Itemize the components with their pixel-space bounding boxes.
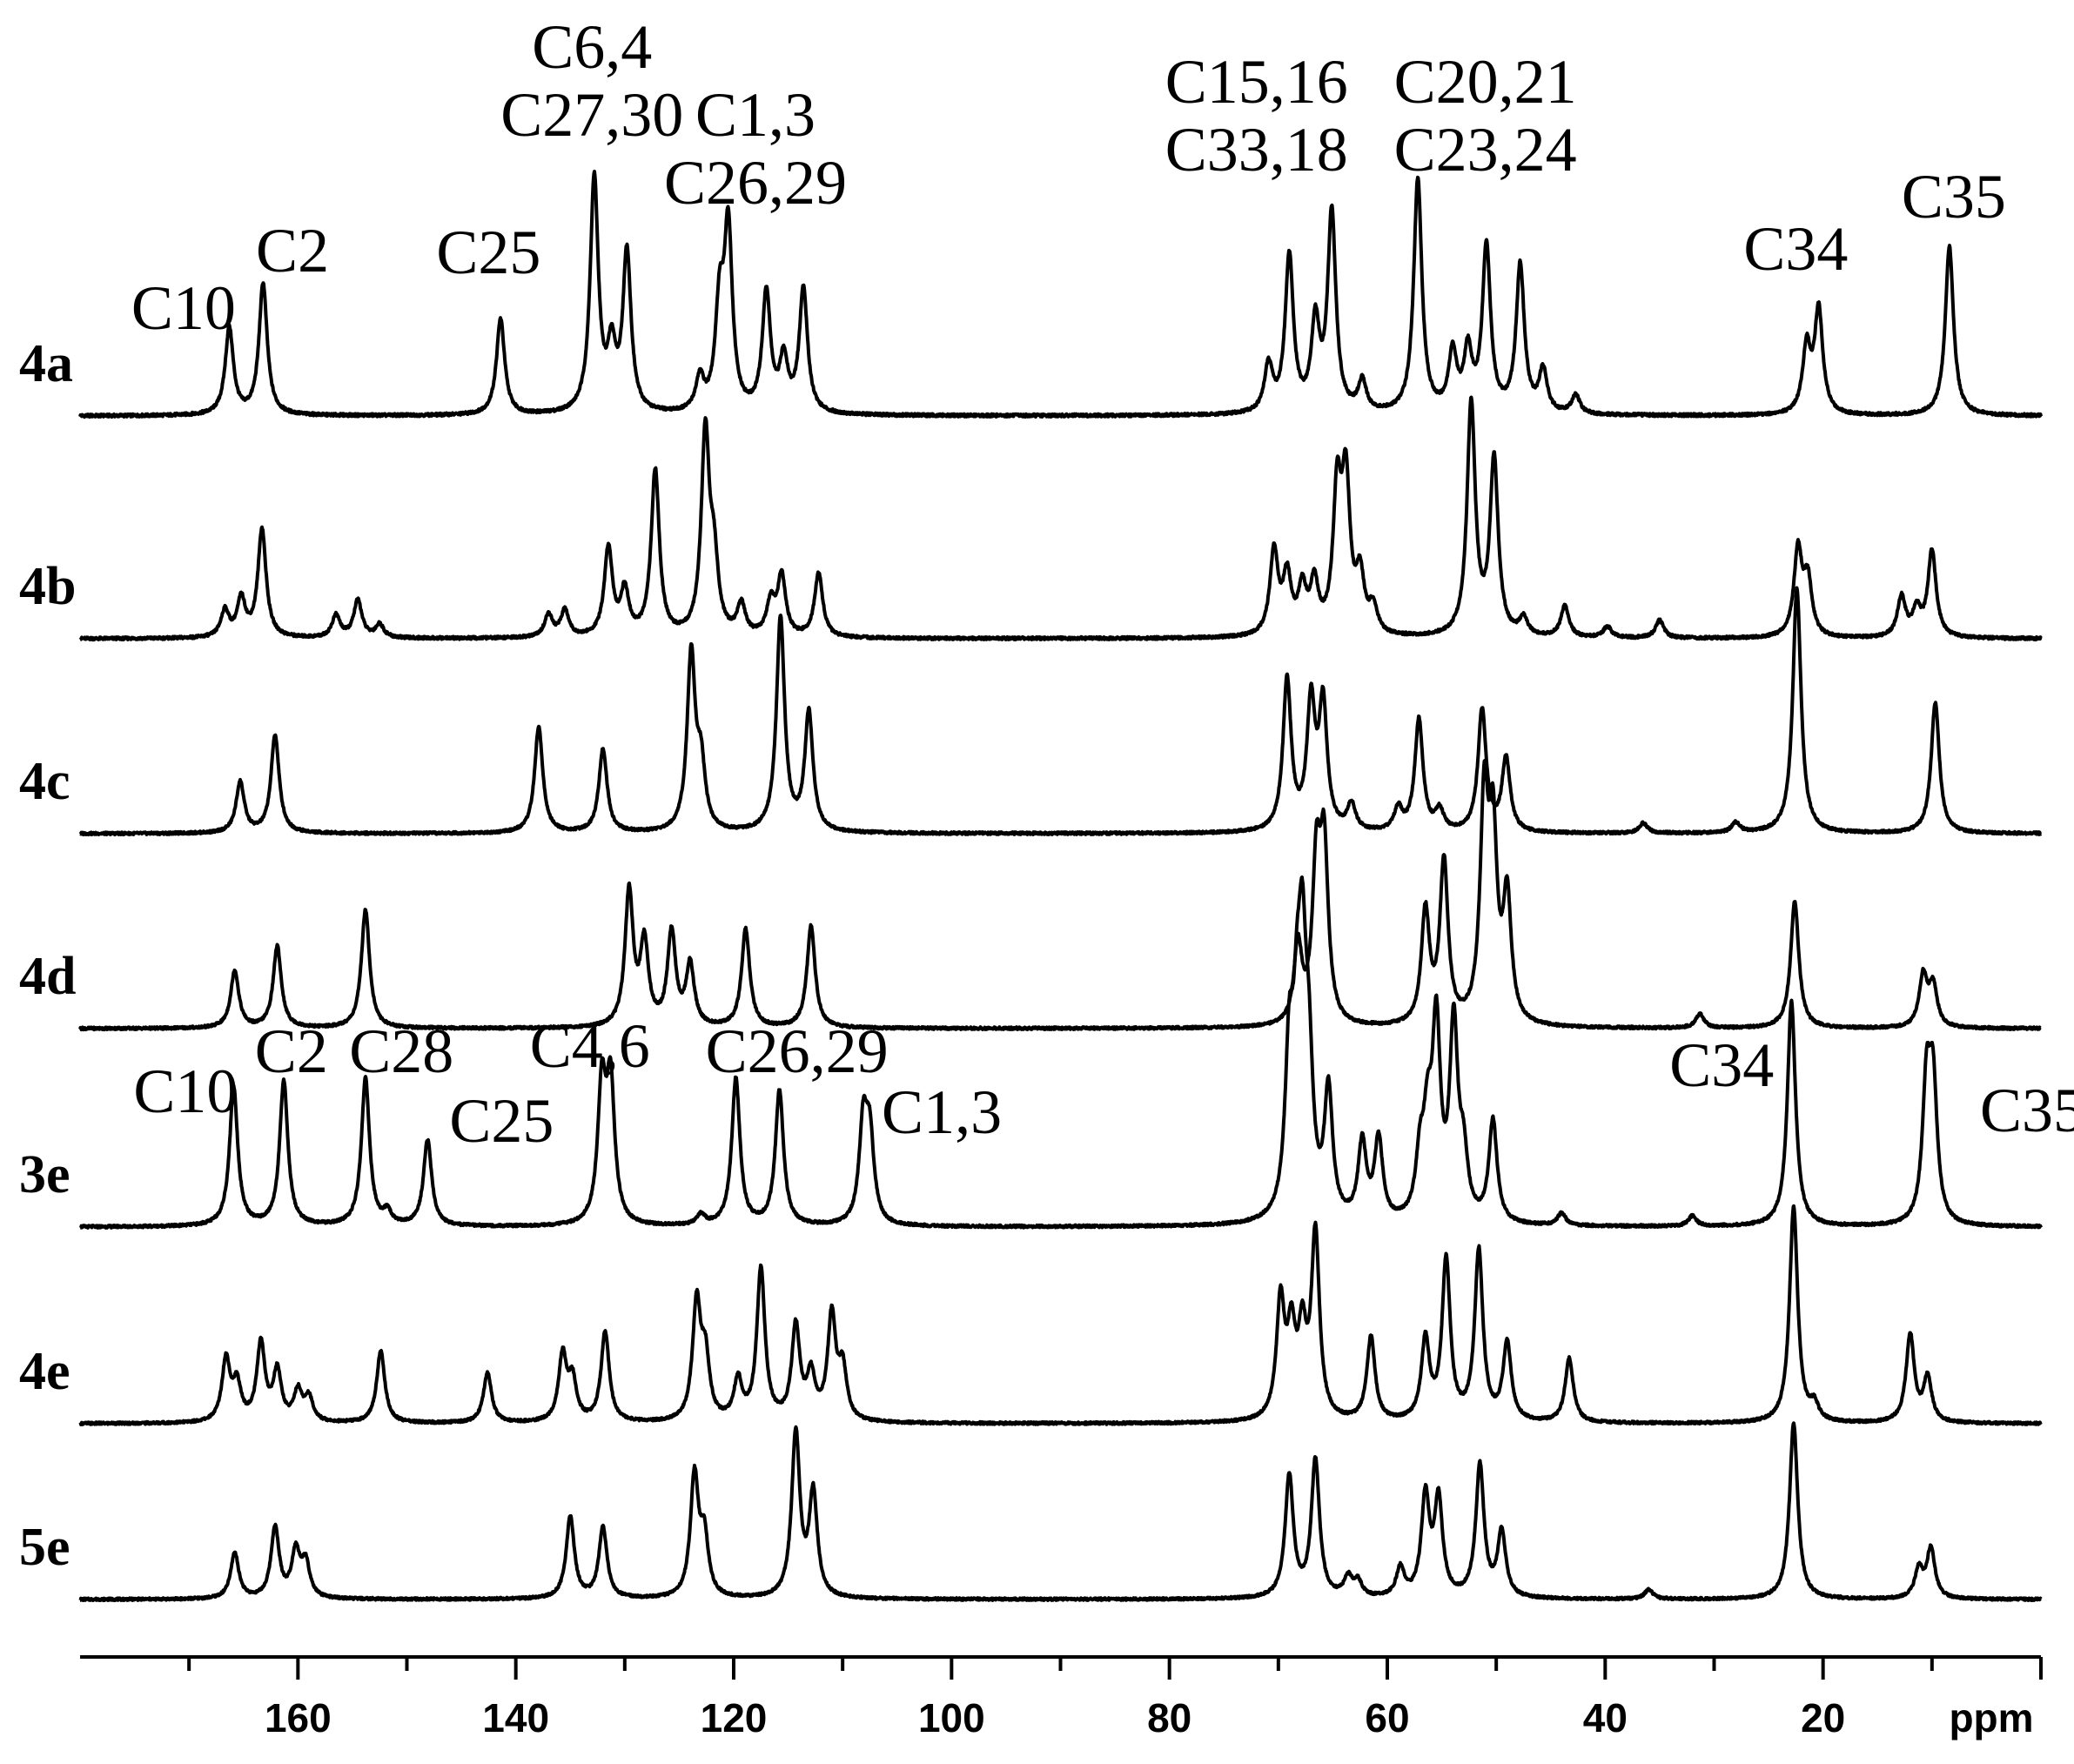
peak-label-line: C2 <box>256 216 329 285</box>
tick-label-120: 120 <box>701 1695 768 1741</box>
peak-label-line: C1,3 <box>695 80 816 150</box>
peak-label-line: C26,29 <box>664 148 847 218</box>
series-label-4b: 4b <box>19 557 76 616</box>
peak-label-3e-3: C25 <box>449 1086 554 1156</box>
peak-label-line: C28 <box>349 1016 453 1086</box>
peak-label-3e-0: C10 <box>133 1056 238 1126</box>
series-label-3e: 3e <box>19 1145 70 1204</box>
peak-label-line: C23,24 <box>1394 115 1577 184</box>
peak-label-4a-6: C20,21 C23,24 <box>1394 47 1577 184</box>
peak-label-line: C2 <box>255 1016 328 1086</box>
spectrum-traces <box>78 170 2043 1602</box>
series-label-4a: 4a <box>19 334 73 393</box>
peak-label-line: C25 <box>449 1086 554 1156</box>
spectrum-trace-3e <box>78 875 2043 1230</box>
peak-label-line: C25 <box>436 218 540 287</box>
x-axis-label: ppm <box>1949 1695 2033 1741</box>
peak-label-4a-7: C34 <box>1743 214 1848 284</box>
peak-label-line: C27,30 <box>500 80 683 150</box>
peak-label-3e-7: C34 <box>1669 1030 1774 1100</box>
peak-label-line: C34 <box>1669 1030 1774 1100</box>
peak-label-3e-6: C1,3 <box>882 1077 1002 1147</box>
peak-label-4a-1: C2 <box>256 216 329 285</box>
peak-label-line: C33,18 <box>1165 115 1348 184</box>
series-label-4c: 4c <box>19 752 70 811</box>
peak-label-line: C35 <box>1980 1076 2074 1145</box>
peak-label-4a-0: C10 <box>131 273 236 343</box>
tick-label-160: 160 <box>265 1695 332 1741</box>
tick-label-100: 100 <box>918 1695 985 1741</box>
peak-label-line: C4,6 <box>530 1011 650 1081</box>
peak-label-4a-8: C35 <box>1902 162 2006 231</box>
spectrum-trace-4d <box>78 759 2043 1032</box>
peak-label-line: C15,16 <box>1165 47 1348 117</box>
series-labels: 4a 4b 4c 4d 3e 4e 5e <box>19 334 76 1577</box>
spectrum-trace-4c <box>78 586 2043 837</box>
peak-label-line: C1,3 <box>882 1077 1002 1147</box>
peak-label-4a-5: C15,16 C33,18 <box>1165 47 1348 184</box>
peak-label-line: C10 <box>133 1056 238 1126</box>
peak-label-line: C35 <box>1902 162 2006 231</box>
series-label-4e: 4e <box>19 1342 70 1401</box>
peak-label-4a-2: C25 <box>436 218 540 287</box>
series-label-5e: 5e <box>19 1518 70 1577</box>
peak-label-4a-3: C6,4 C27,30 <box>500 12 683 150</box>
peak-label-line: C6,4 <box>532 12 652 82</box>
peak-label-3e-2: C28 <box>349 1016 453 1086</box>
peak-label-line: C10 <box>131 273 236 343</box>
tick-label-20: 20 <box>1801 1695 1845 1741</box>
tick-label-40: 40 <box>1583 1695 1628 1741</box>
peak-label-3e-5: C26,29 <box>706 1016 889 1086</box>
tick-label-80: 80 <box>1147 1695 1191 1741</box>
peak-label-3e-1: C2 <box>255 1016 328 1086</box>
peak-label-line: C26,29 <box>706 1016 889 1086</box>
spectrum-trace-4e <box>78 1204 2043 1426</box>
tick-label-140: 140 <box>482 1695 549 1741</box>
spectrum-trace-4b <box>78 395 2043 642</box>
peak-label-3e-8: C35 <box>1980 1076 2074 1145</box>
peak-label-4a-4: C1,3 C26,29 <box>664 80 847 218</box>
x-axis: 160 140 120 100 80 60 40 20 <box>80 1655 2043 1741</box>
series-label-4d: 4d <box>19 947 76 1006</box>
peak-label-line: C20,21 <box>1394 47 1577 117</box>
spectrum-trace-5e <box>78 1421 2043 1602</box>
spectrum-trace-4a <box>78 170 2043 419</box>
peak-label-3e-4: C4,6 <box>530 1011 650 1081</box>
peak-label-line: C34 <box>1743 214 1848 284</box>
tick-label-60: 60 <box>1365 1695 1409 1741</box>
